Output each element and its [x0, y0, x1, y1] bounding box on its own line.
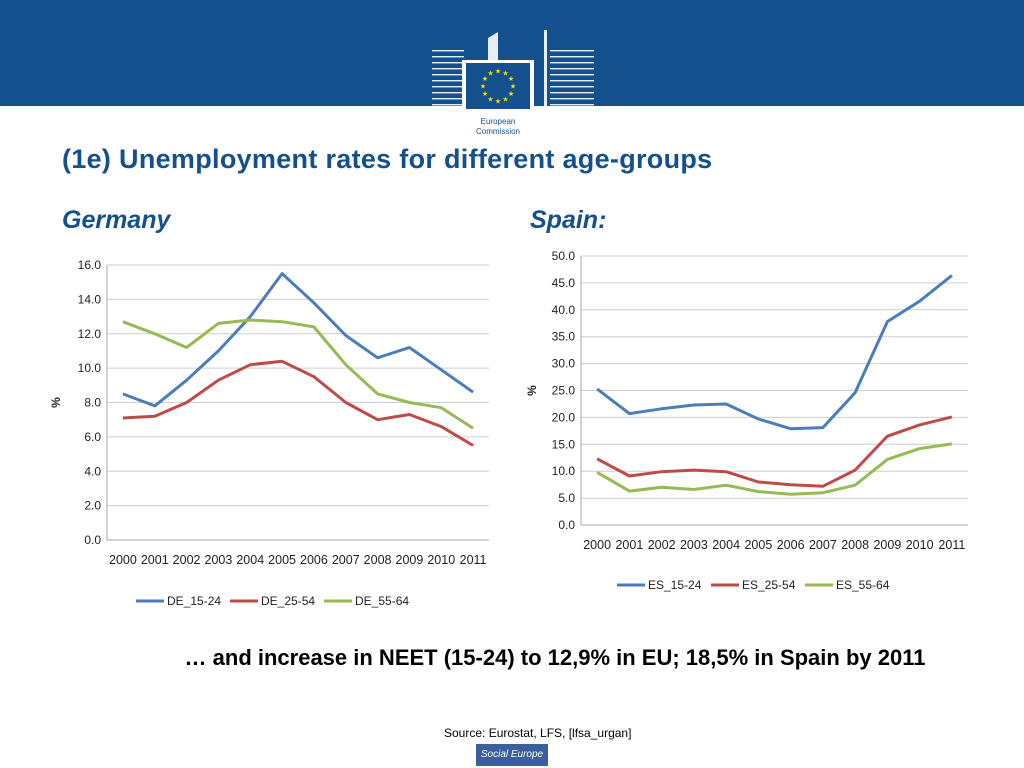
y-tick-label: 0.0: [558, 518, 575, 532]
spain-chart: 0.0 5.0 10.0 15.0 20.0 25.0 30.0 35.0 40.0 45.0 50…: [525, 249, 968, 592]
star-icon: ★: [510, 83, 516, 91]
star-icon: ★: [508, 90, 514, 98]
y-tick-label: 50.0: [552, 249, 576, 263]
eu-stars: ★ ★★★★★★★★★★★: [480, 68, 516, 106]
series-line: [596, 415, 953, 488]
european-commission-logo: ★ ★★★★★★★★★★★ European Commission: [432, 30, 594, 144]
legend-label: ES_55-64: [836, 578, 890, 592]
series-line: [122, 318, 474, 430]
legend-label: ES_25-54: [742, 578, 796, 592]
y-tick-label: 20.0: [552, 410, 576, 424]
y-tick-label: 10.0: [78, 361, 102, 375]
legend-label: DE_25-54: [261, 594, 315, 608]
y-tick-label: 35.0: [552, 330, 576, 344]
x-tick-label: 2009: [873, 538, 901, 552]
x-tick-label: 2001: [615, 538, 643, 552]
series-line: [596, 274, 953, 431]
x-tick-label: 2010: [906, 538, 934, 552]
x-tick-label: 2003: [205, 553, 233, 567]
germany-heading: Germany: [62, 206, 171, 234]
y-axis-label: %: [50, 397, 63, 408]
y-tick-label: 15.0: [552, 437, 576, 451]
star-icon: ★: [482, 75, 488, 83]
x-tick-label: 2001: [141, 553, 169, 567]
y-tick-label: 4.0: [84, 464, 101, 478]
star-icon: ★: [480, 83, 486, 91]
x-tick-label: 2008: [364, 553, 392, 567]
series-line: [596, 442, 953, 496]
y-tick-label: 8.0: [84, 396, 101, 410]
x-tick-label: 2006: [300, 553, 328, 567]
y-tick-label: 2.0: [84, 499, 101, 513]
page-title: (1e) Unemployment rates for different ag…: [62, 144, 713, 174]
star-icon: ★: [482, 90, 488, 98]
social-europe-badge: Social Europe: [476, 744, 548, 766]
x-tick-label: 2011: [938, 538, 965, 552]
x-tick-label: 2010: [427, 553, 455, 567]
x-tick-label: 2004: [712, 538, 740, 552]
legend-label: ES_15-24: [648, 578, 702, 592]
source-text: Source: Eurostat, LFS, [lfsa_urgan]: [444, 726, 632, 740]
y-tick-label: 40.0: [552, 303, 576, 317]
star-icon: ★: [502, 70, 508, 78]
x-tick-label: 2002: [648, 538, 676, 552]
x-tick-label: 2004: [236, 553, 264, 567]
y-tick-label: 10.0: [552, 464, 576, 478]
x-tick-label: 2003: [680, 538, 708, 552]
x-tick-label: 2005: [268, 553, 296, 567]
star-icon: ★: [495, 98, 501, 106]
logo-text-line1: European: [481, 117, 516, 126]
y-tick-label: 14.0: [78, 292, 102, 306]
star-icon: ★: [487, 96, 493, 104]
y-tick-label: 45.0: [552, 276, 576, 290]
star-icon: ★: [487, 70, 493, 78]
legend-label: DE_55-64: [355, 594, 409, 608]
y-tick-label: 6.0: [84, 430, 101, 444]
x-tick-label: 2009: [396, 553, 424, 567]
legend-label: DE_15-24: [167, 594, 221, 608]
x-tick-label: 2000: [583, 538, 611, 552]
y-tick-label: 16.0: [78, 258, 102, 272]
x-tick-label: 2005: [744, 538, 772, 552]
y-tick-label: 12.0: [78, 327, 102, 341]
y-tick-label: 25.0: [552, 384, 576, 398]
x-tick-label: 2007: [809, 538, 837, 552]
x-tick-label: 2006: [777, 538, 805, 552]
y-tick-label: 0.0: [84, 533, 101, 547]
y-axis-label: %: [525, 385, 539, 396]
y-tick-label: 5.0: [558, 491, 575, 505]
logo-text-line2: Commission: [476, 127, 520, 136]
x-tick-label: 2002: [173, 553, 201, 567]
x-tick-label: 2007: [332, 553, 360, 567]
eu-flag: [466, 63, 530, 109]
star-icon: ★: [508, 75, 514, 83]
x-tick-label: 2011: [460, 553, 487, 567]
star-icon: ★: [502, 96, 508, 104]
series-line: [122, 359, 474, 447]
germany-chart: 0.0 2.0 4.0 6.0 8.0 10.0 12.0 14.0 16.0 2000 2001 2…: [50, 258, 489, 608]
y-tick-label: 30.0: [552, 357, 576, 371]
series-line: [122, 272, 474, 408]
neet-note: … and increase in NEET (15-24) to 12,9% …: [184, 645, 926, 670]
x-tick-label: 2008: [841, 538, 869, 552]
spain-heading: Spain:: [530, 206, 607, 234]
x-tick-label: 2000: [109, 553, 137, 567]
star-icon: ★: [495, 68, 501, 76]
